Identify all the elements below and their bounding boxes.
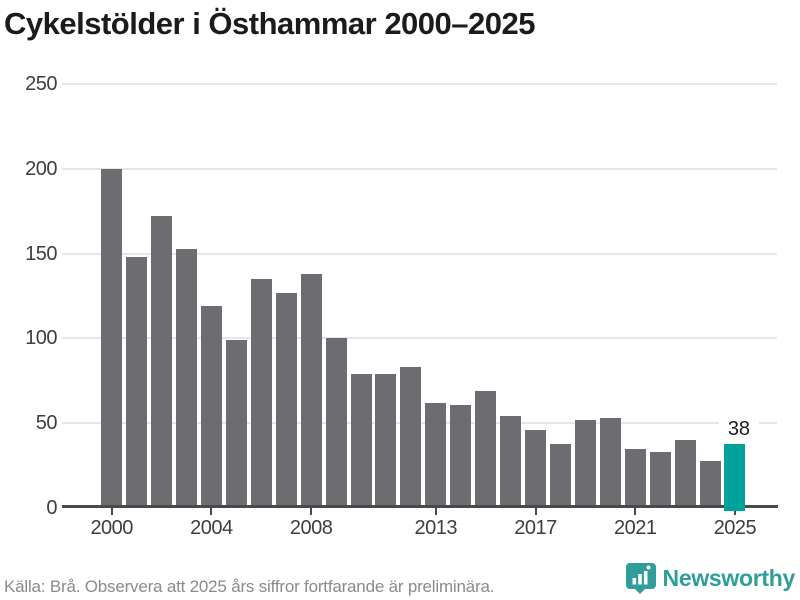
bar-2009 xyxy=(325,338,347,508)
bar-2015 xyxy=(475,390,497,508)
bar-2001 xyxy=(126,256,148,508)
bar-2007 xyxy=(275,292,297,508)
bar-2022 xyxy=(649,452,671,508)
y-axis-label-150: 150 xyxy=(25,242,57,265)
gridline-250 xyxy=(62,83,777,85)
x-tick-2013 xyxy=(434,508,437,515)
bar-chart: 0 50 100 150 200 250 38 2000 2004 2008 2013 2017 202… xyxy=(25,73,778,539)
bar-2002 xyxy=(151,216,173,508)
gridline-100 xyxy=(62,337,777,340)
y-axis-label-50: 50 xyxy=(35,412,58,435)
bar-2011 xyxy=(375,374,397,508)
bar-2000 xyxy=(101,168,123,508)
bar-2005 xyxy=(225,340,247,508)
bar-2016 xyxy=(500,416,522,508)
bar-2003 xyxy=(175,248,197,508)
newsworthy-icon xyxy=(625,562,656,594)
x-axis-label-2004: 2004 xyxy=(190,517,233,539)
gridline-200 xyxy=(62,167,777,170)
y-axis-label-100: 100 xyxy=(25,327,57,350)
bar-2019 xyxy=(574,419,596,508)
source-note: Källa: Brå. Observera att 2025 års siffr… xyxy=(4,577,495,596)
x-axis-label-2008: 2008 xyxy=(289,517,333,539)
x-tick-2008 xyxy=(310,508,313,515)
chart-title: Cykelstölder i Östhammar 2000–2025 xyxy=(4,6,535,41)
x-tick-2000 xyxy=(110,508,113,515)
x-axis-label-2013: 2013 xyxy=(414,517,458,539)
bar-2020 xyxy=(599,418,621,508)
y-axis-label-200: 200 xyxy=(25,157,57,180)
x-axis-label-2017: 2017 xyxy=(514,517,557,539)
x-tick-2017 xyxy=(534,508,537,515)
newsworthy-logo: Newsworthy xyxy=(625,562,796,594)
bar-2021 xyxy=(624,448,646,508)
y-axis-label-0: 0 xyxy=(46,497,57,519)
x-tick-2004 xyxy=(210,508,213,515)
bar-2012 xyxy=(400,367,422,508)
x-axis-label-2025: 2025 xyxy=(713,517,757,539)
x-axis-label-2021: 2021 xyxy=(613,517,657,539)
bar-2017 xyxy=(525,429,546,508)
bar-2008 xyxy=(300,273,322,508)
bar-2025 xyxy=(724,443,746,511)
x-axis-label-2000: 2000 xyxy=(90,517,133,539)
bar-2024 xyxy=(699,460,721,508)
bar-2010 xyxy=(350,374,372,508)
bar-2014 xyxy=(450,404,472,508)
gridline-150 xyxy=(62,252,777,255)
newsworthy-wordmark: Newsworthy xyxy=(662,564,796,591)
bar-2006 xyxy=(250,279,272,508)
bar-2018 xyxy=(549,443,571,508)
bar-2004 xyxy=(200,306,222,508)
x-axis-line xyxy=(62,505,778,508)
bar-value-label: 38 xyxy=(718,417,759,440)
bar-2013 xyxy=(425,402,447,508)
x-tick-2021 xyxy=(634,508,637,515)
bar-2023 xyxy=(674,440,696,508)
y-axis-label-250: 250 xyxy=(25,73,57,95)
x-tick-2025 xyxy=(733,508,736,515)
